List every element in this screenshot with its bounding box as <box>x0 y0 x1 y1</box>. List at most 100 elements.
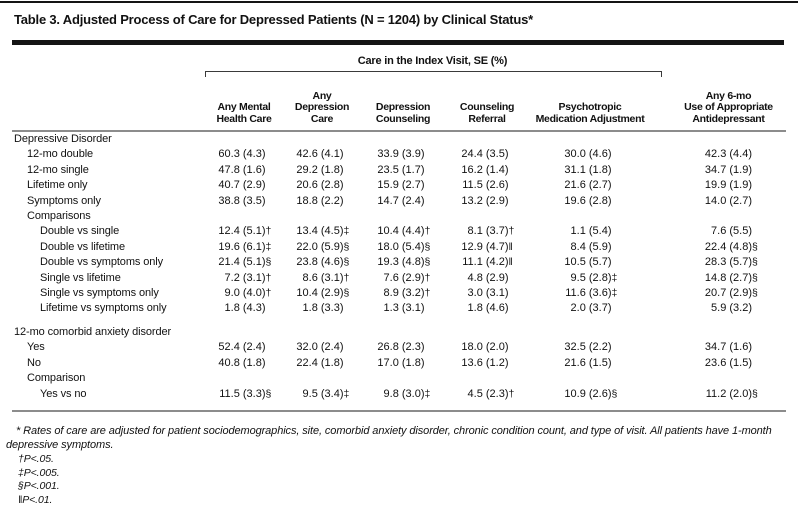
table-row: Double vs lifetime 19.6 (6.1) ‡ 22.0 (5.9) §… <box>12 240 786 255</box>
value-cell: 34.7 (1.9) <box>704 163 752 176</box>
value-cell: 11.5 (2.6) <box>462 179 509 192</box>
value-cell <box>445 131 529 147</box>
row-label: 12-mo single <box>27 163 89 176</box>
value-cell: 15.9 (2.7) <box>377 179 425 192</box>
value-cell: 10.4 (4.4) † <box>377 225 431 238</box>
value-cell <box>651 131 786 147</box>
value-cell <box>651 371 786 386</box>
value-cell: 19.6 (2.8) <box>564 194 612 207</box>
value-cell: 14.0 (2.7) <box>704 194 752 207</box>
value-cell: 33.9 (3.9) <box>377 148 425 161</box>
value-cell: 8.4 (5.9) <box>570 240 612 253</box>
table-row: Lifetime only 40.7 (2.9) 20.6 (2.8) 15.9 (2… <box>12 178 786 193</box>
value-cell: 7.6 (5.5) <box>711 225 752 238</box>
row-label: Single vs lifetime <box>40 271 121 284</box>
table-row: Lifetime vs symptoms only 1.8 (4.3) 1.8 (3… <box>12 301 786 316</box>
value-cell: 11.1 (4.2) ‖ <box>462 256 513 269</box>
row-label: Double vs symptoms only <box>40 256 164 269</box>
value-cell: 10.4 (2.9) § <box>296 287 350 300</box>
value-cell: 2.0 (3.7) <box>570 302 612 315</box>
row-label: Lifetime only <box>27 179 88 192</box>
column-header: Psychotropic Medication Adjustment <box>529 76 651 132</box>
value-cell: 29.2 (1.8) <box>296 163 344 176</box>
value-cell: 40.8 (1.8) <box>218 356 266 369</box>
row-label: Lifetime vs symptoms only <box>40 302 167 315</box>
value-cell <box>445 209 529 224</box>
value-cell: 4.8 (2.9) <box>467 271 509 284</box>
value-cell: 23.6 (1.5) <box>704 356 752 369</box>
value-cell <box>205 371 283 386</box>
value-cell: 34.7 (1.6) <box>704 341 752 354</box>
value-cell: 13.4 (4.5) ‡ <box>296 225 350 238</box>
value-cell: 13.6 (1.2) <box>461 356 509 369</box>
value-cell: 19.3 (4.8) § <box>377 256 431 269</box>
value-cell: 11.5 (3.3) § <box>219 387 272 400</box>
value-cell: 22.4 (1.8) <box>296 356 344 369</box>
value-cell: 18.8 (2.2) <box>296 194 344 207</box>
value-cell: 3.0 (3.1) <box>467 287 509 300</box>
table-row: Double vs symptoms only 21.4 (5.1) § 23.8 (… <box>12 255 786 270</box>
value-cell: 31.1 (1.8) <box>564 163 612 176</box>
value-cell: 23.8 (4.6) § <box>296 256 350 269</box>
value-cell: 22.0 (5.9) § <box>296 240 350 253</box>
table-row: Yes 52.4 (2.4) 32.0 (2.4) 26.8 (2.3) 18.0 (2… <box>12 340 786 355</box>
top-border-rule <box>0 1 798 3</box>
value-cell: 24.4 (3.5) <box>461 148 509 161</box>
value-cell: 20.7 (2.9) § <box>704 287 758 300</box>
column-header-row: Any Mental Health Care Any Depression Care De… <box>12 76 786 132</box>
row-label: Double vs single <box>40 225 120 238</box>
value-cell: 11.2 (2.0) § <box>705 387 758 400</box>
table-row: Single vs symptoms only 9.0 (4.0) † 10.4 (2… <box>12 286 786 301</box>
value-cell <box>283 209 361 224</box>
value-cell <box>529 317 651 340</box>
table-row: Comparisons <box>12 209 786 224</box>
significance-footnote-section: §P<.001. <box>18 480 60 492</box>
value-cell: 42.3 (4.4) <box>704 148 752 161</box>
row-label: No <box>27 356 41 369</box>
value-cell: 13.2 (2.9) <box>461 194 509 207</box>
value-cell: 1.3 (3.1) <box>383 302 425 315</box>
value-cell: 8.6 (3.1) † <box>302 271 350 284</box>
value-cell: 9.8 (3.0) ‡ <box>383 387 431 400</box>
table-row: No 40.8 (1.8) 22.4 (1.8) 17.0 (1.8) 13.6 (1.… <box>12 356 786 371</box>
significance-footnote-parallel: ‖P<.01. <box>18 493 53 506</box>
value-cell: 10.9 (2.6) § <box>564 387 618 400</box>
title-divider-rule <box>12 40 784 45</box>
value-cell: 18.0 (2.0) <box>461 341 509 354</box>
value-cell: 11.6 (3.6) ‡ <box>565 287 618 300</box>
row-label: Single vs symptoms only <box>40 287 159 300</box>
row-label: Depressive Disorder <box>14 133 112 145</box>
value-cell: 23.5 (1.7) <box>377 163 425 176</box>
value-cell <box>205 317 283 340</box>
adjustment-footnote: * Rates of care are adjusted for patient… <box>6 425 772 451</box>
value-cell: 21.4 (5.1) § <box>218 256 272 269</box>
column-spanner-label: Care in the Index Visit, SE (%) <box>357 55 508 67</box>
value-cell <box>283 131 361 147</box>
value-cell: 7.6 (2.9) † <box>383 271 431 284</box>
row-label: Double vs lifetime <box>40 240 126 253</box>
value-cell: 1.8 (3.3) <box>302 302 344 315</box>
value-cell: 16.2 (1.4) <box>461 163 509 176</box>
value-cell: 32.0 (2.4) <box>296 341 344 354</box>
stub-header-empty <box>12 76 205 132</box>
column-header: Any 6-mo Use of Appropriate Antidepressant <box>651 76 786 132</box>
value-cell: 9.0 (4.0) † <box>224 287 272 300</box>
value-cell: 18.0 (5.4) § <box>377 240 431 253</box>
table-row: Comparison <box>12 371 786 386</box>
value-cell: 19.9 (1.9) <box>704 179 752 192</box>
value-cell: 14.7 (2.4) <box>377 194 425 207</box>
value-cell: 19.6 (6.1) ‡ <box>218 240 272 253</box>
value-cell: 47.8 (1.6) <box>218 163 266 176</box>
value-cell <box>205 131 283 147</box>
value-cell: 9.5 (3.4) ‡ <box>302 387 350 400</box>
value-cell: 4.5 (2.3) † <box>467 387 515 400</box>
value-cell: 7.2 (3.1) † <box>224 271 272 284</box>
value-cell <box>205 209 283 224</box>
value-cell <box>445 371 529 386</box>
table-row: Double vs single 12.4 (5.1) † 13.4 (4.5) ‡ 10… <box>12 224 786 239</box>
column-header: Any Mental Health Care <box>205 76 283 132</box>
value-cell <box>529 131 651 147</box>
column-header: Counseling Referral <box>445 76 529 132</box>
value-cell: 42.6 (4.1) <box>296 148 344 161</box>
